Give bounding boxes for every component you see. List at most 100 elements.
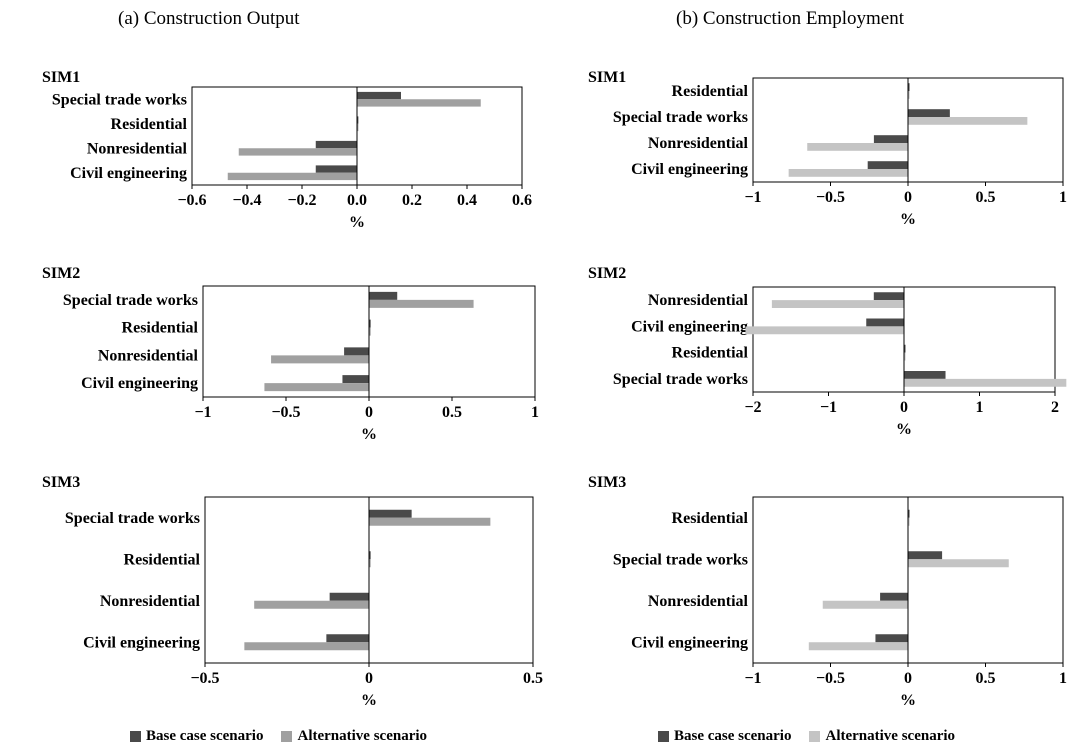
- category-label: Special trade works: [52, 91, 187, 108]
- x-tick-label: 0.5: [976, 670, 996, 687]
- panel-title: SIM3: [588, 474, 626, 491]
- x-tick-label: 0: [900, 399, 908, 416]
- bar-base: [904, 344, 906, 353]
- x-tick-label: 0.5: [442, 404, 462, 421]
- x-tick-label: 0.5: [976, 189, 996, 206]
- panel-title: SIM2: [588, 265, 626, 282]
- x-tick-label: −0.2: [287, 192, 316, 209]
- bar-base: [342, 375, 369, 384]
- category-label: Residential: [672, 83, 749, 100]
- category-label: Nonresidential: [100, 593, 201, 610]
- bar-alternative: [254, 600, 369, 609]
- category-label: Civil engineering: [83, 634, 200, 651]
- legend-base-employment: Base case scenario: [658, 728, 791, 745]
- bar-alternative: [357, 123, 359, 132]
- x-tick-label: 1: [976, 399, 984, 416]
- category-label: Civil engineering: [631, 634, 748, 651]
- category-label: Special trade works: [613, 371, 748, 388]
- bar-base: [908, 109, 950, 117]
- bar-base: [908, 83, 910, 91]
- legend-label-alt: Alternative scenario: [825, 728, 956, 744]
- panel-title: SIM1: [588, 69, 626, 86]
- x-tick-label: −1: [744, 189, 761, 206]
- bar-base: [357, 116, 359, 124]
- panel-title: SIM3: [42, 474, 80, 491]
- x-tick-label: 0: [365, 404, 373, 421]
- category-label: Nonresidential: [648, 292, 749, 309]
- category-label: Civil engineering: [631, 318, 748, 335]
- bar-base: [908, 509, 910, 518]
- bar-base: [873, 292, 904, 301]
- legend-swatch-alt: [809, 731, 821, 742]
- category-label: Special trade works: [613, 109, 748, 126]
- bar-alternative: [369, 517, 491, 526]
- legend-alt-employment: Alternative scenario: [809, 728, 955, 745]
- x-tick-label: 0: [904, 189, 912, 206]
- x-tick-label: 1: [1059, 189, 1067, 206]
- bar-base: [867, 161, 908, 169]
- category-label: Residential: [122, 320, 199, 337]
- panel-title: SIM2: [42, 265, 80, 282]
- bar-base: [908, 551, 943, 560]
- x-tick-label: −0.5: [190, 670, 219, 687]
- bar-base: [880, 592, 908, 601]
- bar-alternative: [908, 91, 910, 99]
- x-tick-label: −0.5: [271, 404, 300, 421]
- bar-alternative: [369, 327, 371, 336]
- bar-alternative: [908, 559, 1009, 568]
- x-tick-label: −0.5: [816, 670, 845, 687]
- employment-legend: Base case scenario Alternative scenario: [658, 728, 973, 745]
- x-tick-label: −1: [194, 404, 211, 421]
- x-tick-label: 0.6: [512, 192, 532, 209]
- legend-swatch-base: [130, 731, 141, 742]
- x-tick-label: 1: [1059, 670, 1067, 687]
- panel-title: SIM1: [42, 69, 80, 86]
- bar-base: [369, 551, 371, 560]
- bar-alternative: [244, 642, 369, 651]
- bar-base: [875, 634, 908, 643]
- category-label: Special trade works: [63, 292, 198, 309]
- category-label: Nonresidential: [87, 140, 188, 157]
- category-label: Special trade works: [613, 551, 748, 568]
- bar-alternative: [807, 143, 908, 151]
- bar-base: [873, 135, 908, 143]
- bar-base: [369, 319, 371, 328]
- bar-base: [315, 165, 357, 173]
- output-column-title: (a) Construction Output: [118, 8, 300, 29]
- category-label: Nonresidential: [98, 347, 199, 364]
- legend-swatch-base: [658, 731, 669, 742]
- bar-alternative: [238, 148, 357, 156]
- bar-base: [369, 509, 412, 518]
- bar-base: [369, 291, 398, 300]
- x-axis-label: %: [896, 421, 912, 438]
- legend-label-alt: Alternative scenario: [297, 728, 428, 744]
- category-label: Residential: [124, 551, 201, 568]
- x-tick-label: −0.6: [177, 192, 206, 209]
- bar-alternative: [908, 517, 910, 526]
- x-tick-label: 0.4: [457, 192, 477, 209]
- bar-base: [344, 347, 369, 356]
- x-tick-label: −1: [744, 670, 761, 687]
- employment-column-title: (b) Construction Employment: [676, 8, 904, 29]
- bar-alternative: [264, 383, 369, 392]
- output-legend: Base case scenario Alternative scenario: [130, 728, 445, 745]
- x-axis-label: %: [361, 692, 377, 709]
- bar-alternative: [369, 559, 371, 568]
- bar-alternative: [271, 355, 369, 364]
- x-tick-label: 0.5: [523, 670, 543, 687]
- x-tick-label: −1: [820, 399, 837, 416]
- bar-alternative: [808, 642, 908, 651]
- category-label: Nonresidential: [648, 593, 749, 610]
- x-tick-label: 0: [365, 670, 373, 687]
- bar-alternative: [904, 378, 1067, 387]
- bar-base: [329, 592, 369, 601]
- bar-base: [315, 140, 357, 149]
- x-tick-label: −0.5: [816, 189, 845, 206]
- bar-base: [904, 371, 946, 379]
- legend-alt-output: Alternative scenario: [281, 728, 427, 745]
- bar-alternative: [788, 169, 908, 177]
- x-axis-label: %: [361, 426, 377, 443]
- bar-base: [866, 318, 904, 327]
- x-tick-label: −0.4: [232, 192, 261, 209]
